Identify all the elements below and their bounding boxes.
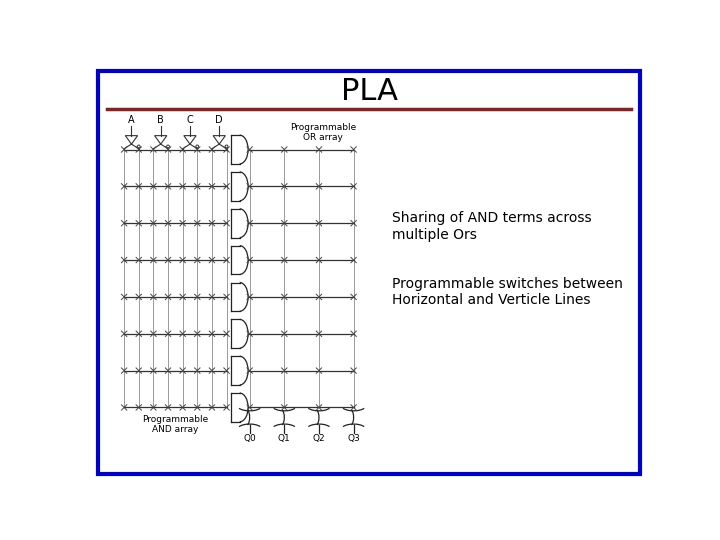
Text: Q1: Q1: [278, 434, 291, 443]
Text: Q2: Q2: [312, 434, 325, 443]
Text: C: C: [186, 115, 194, 125]
Text: Q0: Q0: [243, 434, 256, 443]
Text: A: A: [128, 115, 135, 125]
Text: Q3: Q3: [347, 434, 360, 443]
Text: Programmable switches between
Horizontal and Verticle Lines: Programmable switches between Horizontal…: [392, 277, 623, 307]
Text: D: D: [215, 115, 223, 125]
Text: Programmable
OR array: Programmable OR array: [290, 123, 356, 142]
Text: Sharing of AND terms across
multiple Ors: Sharing of AND terms across multiple Ors: [392, 211, 592, 241]
Text: PLA: PLA: [341, 77, 397, 106]
Text: Programmable
AND array: Programmable AND array: [143, 415, 209, 434]
Text: B: B: [158, 115, 164, 125]
FancyBboxPatch shape: [98, 71, 640, 475]
